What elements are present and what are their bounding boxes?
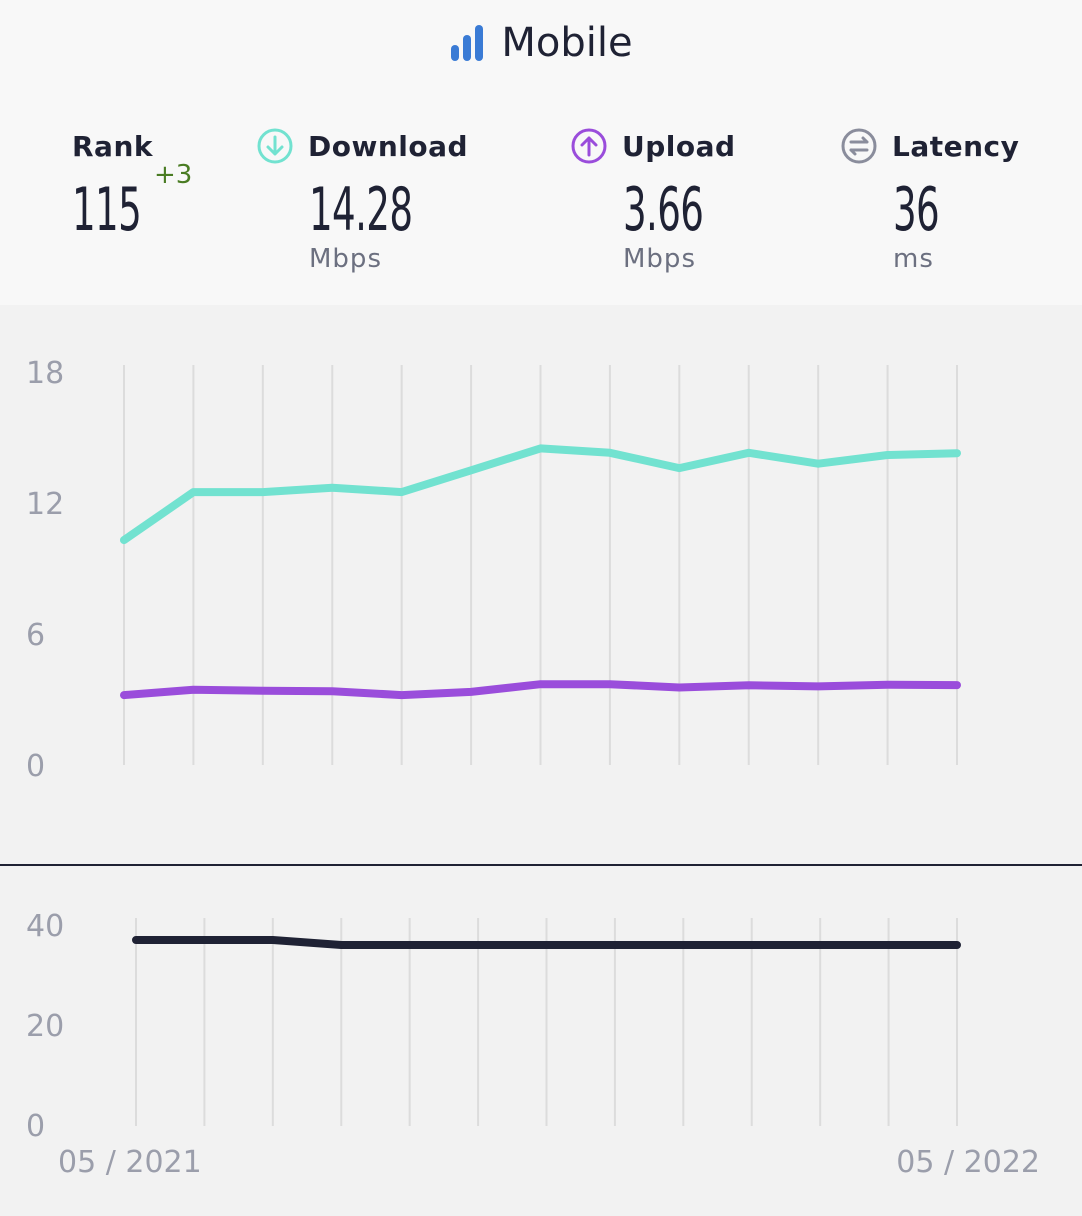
latency-chart-y-tick-label: 20 xyxy=(26,1009,64,1044)
latency-chart-x-tick-label: 05 / 2021 xyxy=(58,1145,202,1180)
swap-arrows-circle-icon xyxy=(841,128,877,164)
speed-chart-y-tick-label: 6 xyxy=(26,618,45,653)
latency-chart-series-line-0 xyxy=(132,936,961,949)
speed-chart-y-tick-label: 12 xyxy=(26,487,64,522)
latency-stat: Latency 36 ms xyxy=(840,124,1019,274)
signal-bars-icon xyxy=(451,25,484,61)
rank-value: 115 xyxy=(72,175,142,245)
upload-value: 3.66 xyxy=(623,175,704,245)
speed-chart-y-tick-label: 18 xyxy=(26,356,64,391)
latency-chart-y-tick-label: 0 xyxy=(26,1109,45,1144)
download-unit: Mbps xyxy=(309,244,382,274)
download-label: Download xyxy=(308,129,469,163)
download-stat: Download 14.28 Mbps xyxy=(256,124,476,274)
speed-chart-y-tick-label: 0 xyxy=(26,749,45,784)
latency-chart-x-tick-label: 05 / 2022 xyxy=(896,1145,1040,1180)
latency-chart-y-tick-label: 40 xyxy=(26,909,64,944)
latency-label: Latency xyxy=(892,129,1020,163)
upload-unit: Mbps xyxy=(623,244,696,274)
arrow-up-circle-icon xyxy=(571,128,607,164)
page-title: Mobile xyxy=(501,20,633,66)
rank-stat: Rank 115 +3 xyxy=(72,124,192,245)
speed-chart: 0 6 12 18 xyxy=(26,356,961,784)
summary-header: Mobile Rank 115 +3 Download 14.28 Mbps U… xyxy=(0,0,1082,305)
title-row: Mobile xyxy=(0,20,1082,66)
rank-change-badge: +3 xyxy=(154,160,193,190)
latency-unit: ms xyxy=(893,244,934,274)
download-value: 14.28 xyxy=(309,175,413,245)
latency-chart: 0 20 40 05 / 2021 05 / 2022 xyxy=(26,909,1040,1180)
arrow-down-circle-icon xyxy=(257,128,293,164)
chart-divider xyxy=(0,864,1082,866)
speed-chart-series-line-1 xyxy=(120,680,961,700)
upload-stat: Upload 3.66 Mbps xyxy=(570,124,753,274)
upload-label: Upload xyxy=(622,129,736,163)
latency-value: 36 xyxy=(893,175,940,245)
speed-chart-series-line-0 xyxy=(120,444,961,545)
rank-label: Rank xyxy=(72,129,154,163)
